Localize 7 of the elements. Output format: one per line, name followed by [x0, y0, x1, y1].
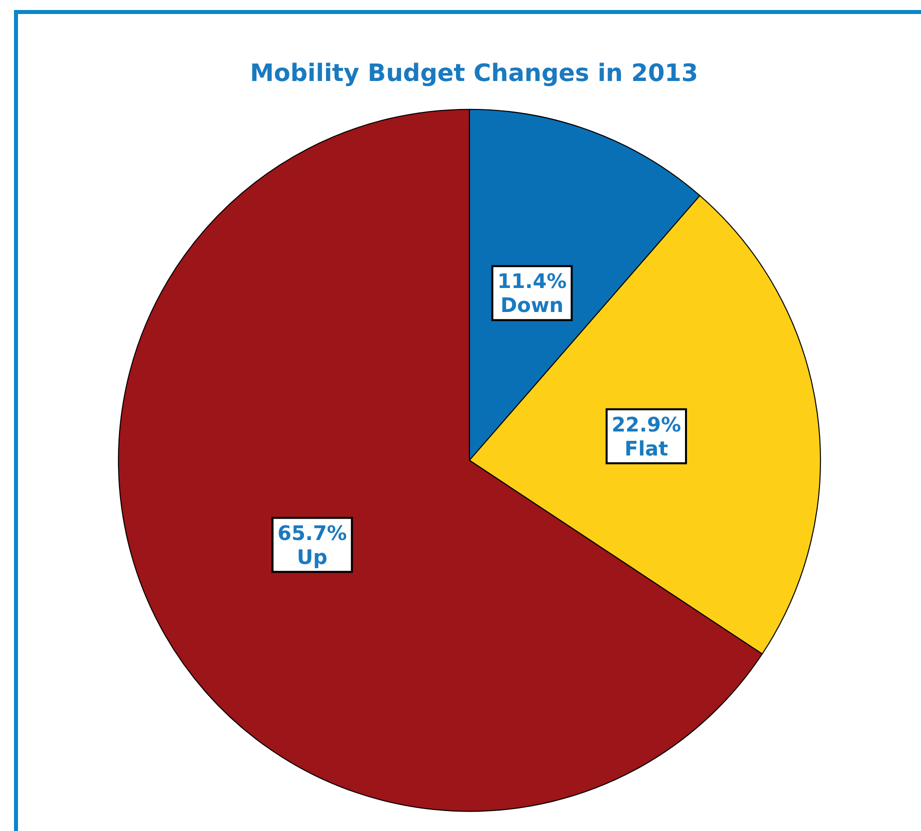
data-label: 11.4% — [497, 269, 567, 294]
slice-label: Up — [296, 544, 328, 569]
data-label: 65.7% — [278, 520, 347, 545]
slice-label: Flat — [624, 436, 669, 460]
chart-title: Mobility Budget Changes in 2013 — [250, 59, 698, 87]
slice-label: Down — [500, 293, 564, 318]
data-label: 22.9% — [612, 412, 682, 436]
